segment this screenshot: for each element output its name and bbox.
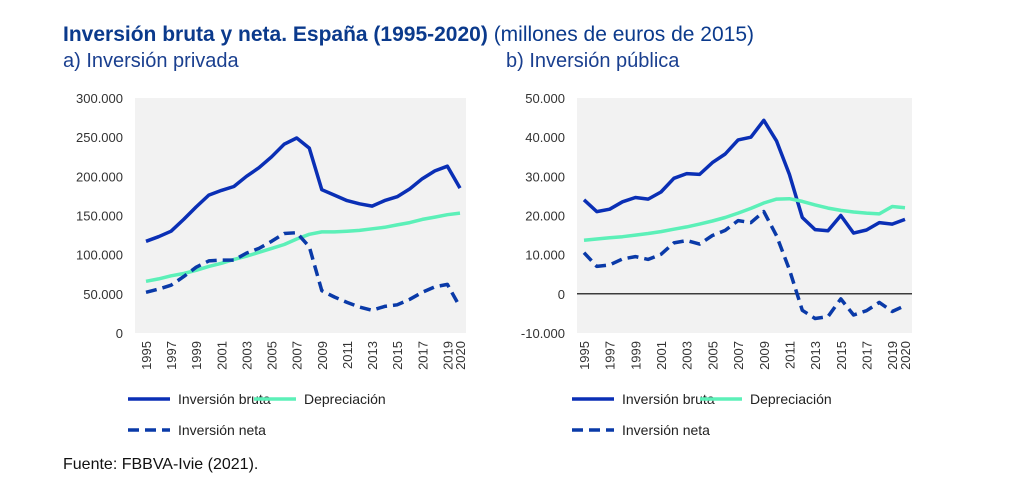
legend-label-bruta: Inversión bruta bbox=[622, 391, 715, 407]
y-tick-label: 250.000 bbox=[76, 130, 123, 145]
series-line-bruta bbox=[145, 136, 462, 243]
series-line-neta bbox=[145, 230, 462, 313]
chart-b-title: b) Inversión pública bbox=[506, 50, 680, 72]
x-tick-label: 2013 bbox=[365, 341, 380, 370]
figure-header: Inversión bruta y neta. España (1995-202… bbox=[63, 22, 754, 48]
y-tick-label: 40.000 bbox=[525, 130, 565, 145]
y-tick-label: 50.000 bbox=[83, 287, 123, 302]
x-tick-label: 1999 bbox=[628, 341, 643, 370]
y-tick-label: 30.000 bbox=[525, 169, 565, 184]
y-tick-label: 0 bbox=[558, 287, 565, 302]
plot-area bbox=[135, 98, 466, 333]
legend-label-neta: Inversión neta bbox=[178, 422, 266, 438]
y-tick-label: 200.000 bbox=[76, 169, 123, 184]
x-tick-label: 2017 bbox=[859, 341, 874, 370]
x-tick-label: 2007 bbox=[731, 341, 746, 370]
y-tick-label: 150.000 bbox=[76, 209, 123, 224]
x-tick-label: 2019 bbox=[885, 341, 900, 370]
x-tick-label: 2015 bbox=[834, 341, 849, 370]
chart-a-title: a) Inversión privada bbox=[63, 50, 239, 72]
x-tick-label: 2005 bbox=[265, 341, 280, 370]
x-tick-label: 2011 bbox=[340, 341, 355, 369]
y-tick-label: 10.000 bbox=[525, 248, 565, 263]
x-tick-label: 2003 bbox=[239, 341, 254, 370]
legend-label-depreciacion: Depreciación bbox=[750, 391, 832, 407]
x-tick-label: 2009 bbox=[315, 341, 330, 370]
x-tick-label: 2009 bbox=[757, 341, 772, 370]
source-note: Fuente: FBBVA-Ivie (2021). bbox=[63, 456, 259, 473]
x-tick-label: 1997 bbox=[164, 341, 179, 370]
x-tick-label: 2005 bbox=[705, 341, 720, 370]
x-tick-label: 1997 bbox=[603, 341, 618, 370]
x-tick-label: 2013 bbox=[808, 341, 823, 370]
x-tick-label: 2020 bbox=[898, 341, 913, 370]
plot-area bbox=[577, 98, 912, 333]
x-tick-label: 2019 bbox=[440, 341, 455, 370]
x-tick-label: 2003 bbox=[680, 341, 695, 370]
y-tick-label: 100.000 bbox=[76, 248, 123, 263]
series-line-depreciacion bbox=[583, 196, 906, 242]
x-tick-label: 2011 bbox=[782, 341, 797, 369]
y-tick-label: 300.000 bbox=[76, 91, 123, 106]
y-tick-label: 50.000 bbox=[525, 91, 565, 106]
figure-title: Inversión bruta y neta. España (1995-202… bbox=[63, 23, 488, 46]
figure-units: (millones de euros de 2015) bbox=[493, 23, 755, 46]
x-tick-label: 1999 bbox=[189, 341, 204, 370]
series-line-bruta bbox=[582, 118, 906, 235]
x-tick-label: 1995 bbox=[139, 341, 154, 370]
legend-label-bruta: Inversión bruta bbox=[178, 391, 271, 407]
series-line-neta bbox=[582, 209, 906, 321]
x-tick-label: 2017 bbox=[415, 341, 430, 370]
x-tick-label: 2001 bbox=[214, 341, 229, 370]
y-tick-label: -10.000 bbox=[521, 326, 565, 341]
x-tick-label: 1995 bbox=[577, 341, 592, 370]
x-tick-label: 2007 bbox=[290, 341, 305, 370]
legend-label-depreciacion: Depreciación bbox=[304, 391, 386, 407]
x-tick-label: 2015 bbox=[390, 341, 405, 370]
y-tick-label: 0 bbox=[116, 326, 123, 341]
x-tick-label: 2001 bbox=[654, 341, 669, 370]
y-tick-label: 20.000 bbox=[525, 209, 565, 224]
series-line-depreciacion bbox=[145, 211, 461, 284]
legend-label-neta: Inversión neta bbox=[622, 422, 710, 438]
x-tick-label: 2020 bbox=[453, 341, 468, 370]
